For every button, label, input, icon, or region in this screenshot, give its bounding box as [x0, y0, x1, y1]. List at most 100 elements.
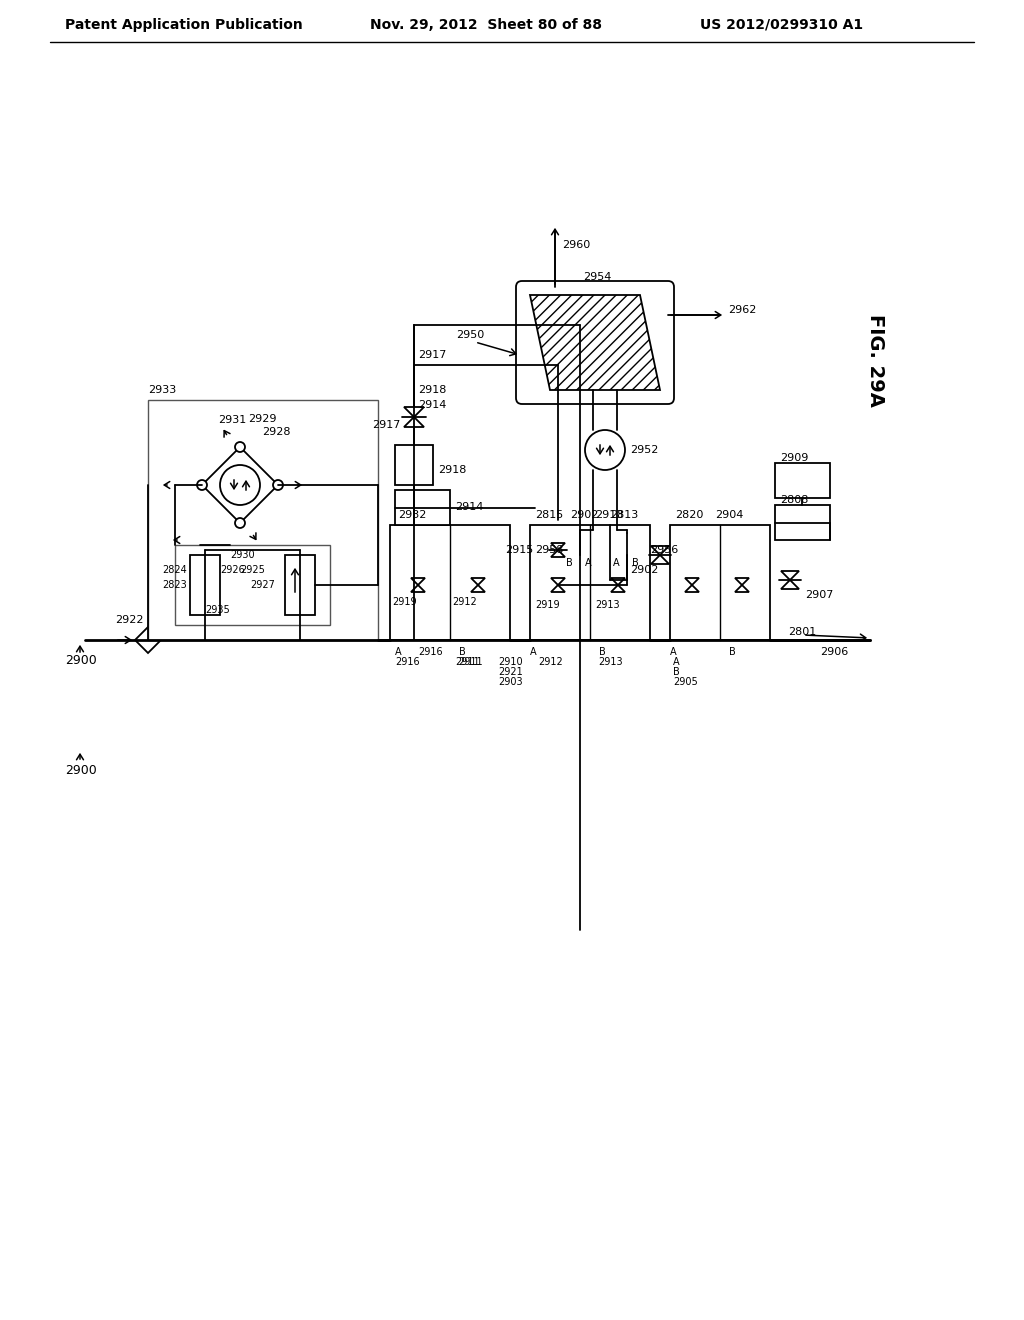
Text: 2911: 2911 — [458, 657, 482, 667]
Polygon shape — [781, 579, 799, 589]
Text: A: A — [670, 647, 676, 657]
Text: 2902: 2902 — [630, 565, 658, 576]
Text: 2929: 2929 — [248, 414, 276, 424]
Bar — [563, 533, 598, 554]
Polygon shape — [411, 585, 425, 591]
Bar — [775, 463, 830, 498]
Text: 2913: 2913 — [595, 510, 624, 520]
Bar — [670, 525, 770, 640]
Circle shape — [234, 517, 245, 528]
Bar — [285, 554, 315, 615]
Text: 2824: 2824 — [162, 565, 186, 576]
Text: 2913: 2913 — [595, 601, 620, 610]
Text: 2935: 2935 — [205, 605, 229, 615]
Text: 2820: 2820 — [675, 510, 703, 520]
Polygon shape — [202, 447, 278, 523]
Text: 2960: 2960 — [562, 240, 590, 249]
Polygon shape — [551, 543, 565, 550]
Text: 2916: 2916 — [395, 657, 420, 667]
Text: 2950: 2950 — [456, 330, 484, 341]
Text: 2928: 2928 — [262, 426, 291, 437]
Text: 2808: 2808 — [780, 495, 808, 506]
Text: Nov. 29, 2012  Sheet 80 of 88: Nov. 29, 2012 Sheet 80 of 88 — [370, 18, 602, 32]
Polygon shape — [530, 294, 660, 389]
Text: 2912: 2912 — [452, 597, 477, 607]
Text: 2954: 2954 — [583, 272, 611, 282]
Text: 2912: 2912 — [538, 657, 563, 667]
Bar — [190, 554, 220, 615]
Text: 2900: 2900 — [65, 763, 96, 776]
Text: 2914: 2914 — [418, 400, 446, 411]
Bar — [395, 490, 450, 525]
Text: 2933: 2933 — [148, 385, 176, 395]
Polygon shape — [471, 585, 485, 591]
Text: 2916: 2916 — [418, 647, 442, 657]
Text: 2913: 2913 — [598, 657, 623, 667]
Polygon shape — [651, 546, 669, 554]
Text: 2905: 2905 — [673, 677, 697, 686]
Text: 2925: 2925 — [240, 565, 265, 576]
Polygon shape — [411, 578, 425, 585]
Polygon shape — [611, 585, 625, 591]
Bar — [390, 525, 510, 640]
Text: A: A — [673, 657, 680, 667]
Circle shape — [234, 442, 245, 451]
Polygon shape — [551, 550, 565, 557]
Polygon shape — [611, 578, 625, 585]
Polygon shape — [551, 578, 565, 585]
Polygon shape — [404, 407, 424, 417]
Text: A: A — [613, 558, 620, 568]
Text: 2823: 2823 — [162, 579, 186, 590]
Circle shape — [197, 480, 207, 490]
Text: B: B — [729, 647, 735, 657]
Circle shape — [220, 465, 260, 506]
Text: A: A — [529, 647, 537, 657]
Text: 2962: 2962 — [728, 305, 757, 315]
Text: 2815: 2815 — [535, 510, 563, 520]
Text: 2922: 2922 — [115, 615, 143, 624]
Text: 2931: 2931 — [218, 414, 246, 425]
Text: 2910: 2910 — [498, 657, 522, 667]
Text: 2902: 2902 — [570, 510, 598, 520]
Text: 2917: 2917 — [418, 350, 446, 360]
Text: 2813: 2813 — [610, 510, 638, 520]
Circle shape — [585, 430, 625, 470]
Polygon shape — [735, 578, 749, 585]
Text: B: B — [599, 647, 605, 657]
Polygon shape — [135, 627, 161, 653]
Text: 2900: 2900 — [65, 653, 96, 667]
Text: 2918: 2918 — [418, 385, 446, 395]
Text: 2917: 2917 — [372, 420, 400, 430]
Text: 2915: 2915 — [505, 545, 534, 554]
Text: 2907: 2907 — [805, 590, 834, 601]
Text: 2930: 2930 — [230, 550, 255, 560]
Polygon shape — [685, 578, 699, 585]
Polygon shape — [651, 554, 669, 564]
Text: B: B — [632, 558, 639, 568]
Text: 2911: 2911 — [455, 657, 479, 667]
Text: US 2012/0299310 A1: US 2012/0299310 A1 — [700, 18, 863, 32]
Text: 2958: 2958 — [535, 545, 563, 554]
Text: Patent Application Publication: Patent Application Publication — [65, 18, 303, 32]
Polygon shape — [781, 572, 799, 579]
Bar — [395, 445, 433, 484]
Polygon shape — [404, 417, 424, 426]
Polygon shape — [551, 585, 565, 591]
Text: 2906: 2906 — [820, 647, 848, 657]
Bar — [148, 400, 378, 640]
Text: FIG. 29A: FIG. 29A — [865, 314, 885, 407]
Text: 2952: 2952 — [630, 445, 658, 455]
Text: B: B — [459, 647, 465, 657]
Bar — [530, 525, 650, 640]
Circle shape — [273, 480, 283, 490]
Text: 2914: 2914 — [455, 502, 483, 512]
Text: 2956: 2956 — [650, 545, 678, 554]
Text: A: A — [394, 647, 401, 657]
Text: B: B — [566, 558, 572, 568]
Bar — [610, 533, 645, 554]
Polygon shape — [685, 585, 699, 591]
Polygon shape — [735, 585, 749, 591]
Text: 2909: 2909 — [780, 453, 808, 463]
Text: 2801: 2801 — [788, 627, 816, 638]
Text: 2903: 2903 — [498, 677, 522, 686]
